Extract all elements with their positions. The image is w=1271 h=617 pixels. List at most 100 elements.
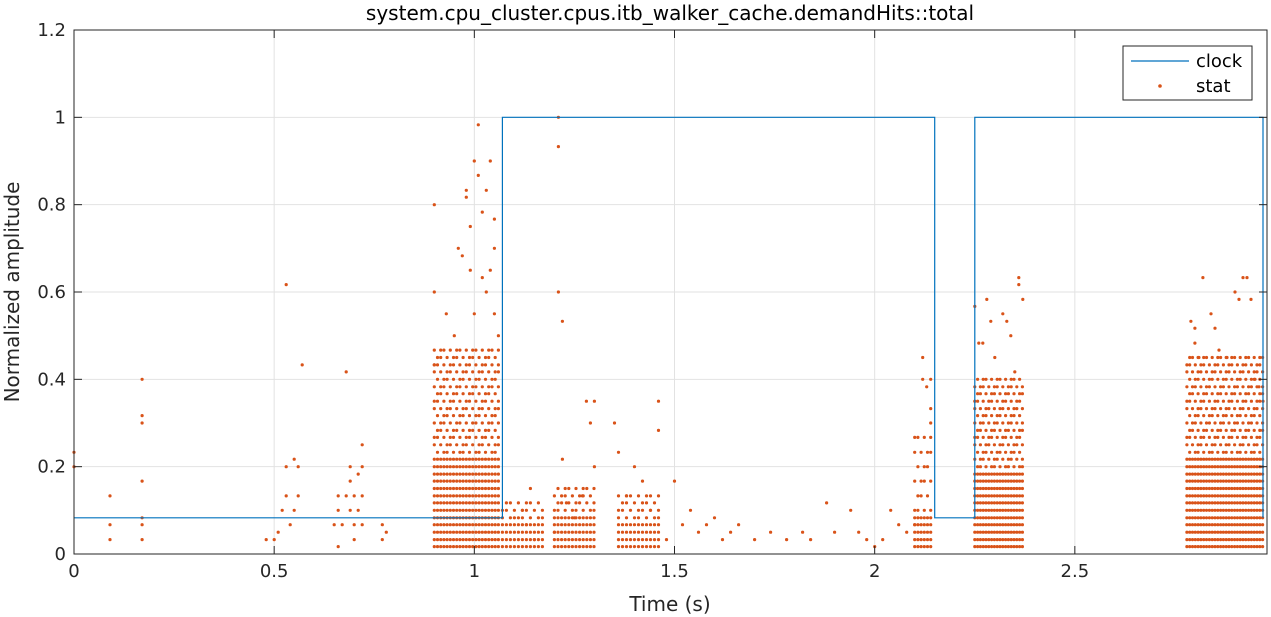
stat-point [480,276,484,280]
stat-point [1202,399,1206,403]
stat-point [1207,377,1211,381]
stat-point [508,545,512,549]
stat-point [1201,276,1205,280]
stat-point [1204,508,1209,512]
stat-point [648,530,653,534]
stat-point [992,457,997,461]
stat-point [483,377,488,381]
stat-point [628,508,633,512]
stat-point [496,523,500,527]
stat-point [474,465,478,469]
stat-point [620,523,625,527]
stat-point [1017,283,1021,287]
stat-point [616,523,621,527]
stat-point [1193,385,1197,389]
stat-point [471,443,475,447]
stat-point [1199,443,1203,447]
stat-point [644,545,649,549]
stat-point [1230,486,1234,491]
stat-point [487,523,491,527]
stat-point [512,538,517,542]
stat-point [1219,494,1223,498]
stat-point [1185,501,1189,505]
stat-point [467,465,472,469]
stat-point [1013,370,1017,374]
stat-point [1241,486,1245,491]
stat-point [978,501,983,505]
stat-point [1020,385,1024,389]
stat-point [483,457,488,461]
stat-point [1009,385,1013,389]
stat-point [1199,501,1203,505]
stat-point [528,545,533,549]
stat-point [1001,516,1005,520]
stat-point [1230,450,1234,454]
stat-point [992,392,997,396]
stat-point [496,334,500,338]
stat-point [1202,428,1206,432]
stat-point [1258,450,1262,454]
stat-point [1020,530,1024,534]
stat-point [1012,472,1016,476]
stat-point [1202,355,1206,360]
stat-point [1213,435,1217,439]
stat-point [1015,530,1019,534]
stat-point [1199,385,1203,389]
stat-point [520,545,525,549]
stat-point [1006,545,1011,549]
stat-point [461,479,465,483]
stat-point [432,435,436,439]
stat-point [442,486,446,491]
stat-point [1235,501,1239,505]
stat-point [467,494,472,498]
stat-point [508,530,512,534]
stat-point [336,508,340,512]
stat-point [1193,421,1197,425]
stat-point [483,472,488,476]
stat-point [1252,414,1256,418]
stat-point [1219,355,1223,360]
series-layer [72,115,1265,549]
stat-point [1235,399,1239,403]
stat-point [490,530,494,534]
stat-point [493,523,497,527]
stat-point [998,407,1002,411]
stat-point [1001,472,1005,476]
stat-point [656,545,661,549]
stat-point [1233,385,1237,389]
stat-point [1020,479,1024,483]
stat-point [916,435,920,439]
stat-point [474,523,478,527]
stat-point [1221,385,1225,389]
stat-point [632,545,637,549]
stat-point [656,516,661,520]
stat-point [468,224,472,229]
stat-point [1233,479,1237,483]
stat-point [995,399,999,403]
stat-point [455,508,459,512]
stat-point [1207,472,1211,476]
stat-point [612,421,617,425]
stat-point [471,385,475,389]
stat-point [1247,501,1251,505]
stat-point [108,523,112,527]
stat-point [981,385,985,389]
stat-point [1219,465,1223,469]
stat-point [439,370,443,374]
stat-point [455,348,459,352]
stat-point [461,450,465,454]
stat-point [1009,530,1013,534]
stat-point [992,545,997,549]
stat-point [987,479,991,483]
stat-point [1244,538,1248,542]
stat-point [1001,435,1005,439]
stat-point [516,538,521,542]
stat-point [1227,363,1231,367]
stat-point [455,530,459,534]
stat-point [1004,486,1008,491]
stat-point [540,530,545,534]
stat-point [458,545,462,549]
stat-point [474,472,478,476]
stat-point [922,465,926,469]
stat-point [567,538,571,542]
